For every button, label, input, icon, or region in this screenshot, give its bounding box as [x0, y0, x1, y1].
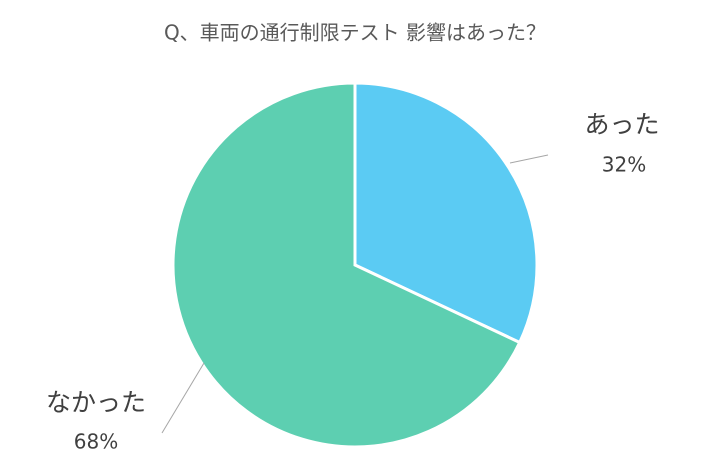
leader-line — [509, 154, 549, 164]
value-label: 32% — [602, 153, 646, 177]
leader-line — [161, 362, 205, 434]
pie-slice — [171, 81, 522, 449]
value-label: 68% — [74, 430, 118, 454]
chart-title: Q、車両の通行制限テスト 影響はあった？ — [164, 21, 546, 45]
category-label: あった — [584, 110, 659, 139]
category-label: なかった — [46, 388, 146, 417]
pie-slice — [353, 81, 539, 345]
